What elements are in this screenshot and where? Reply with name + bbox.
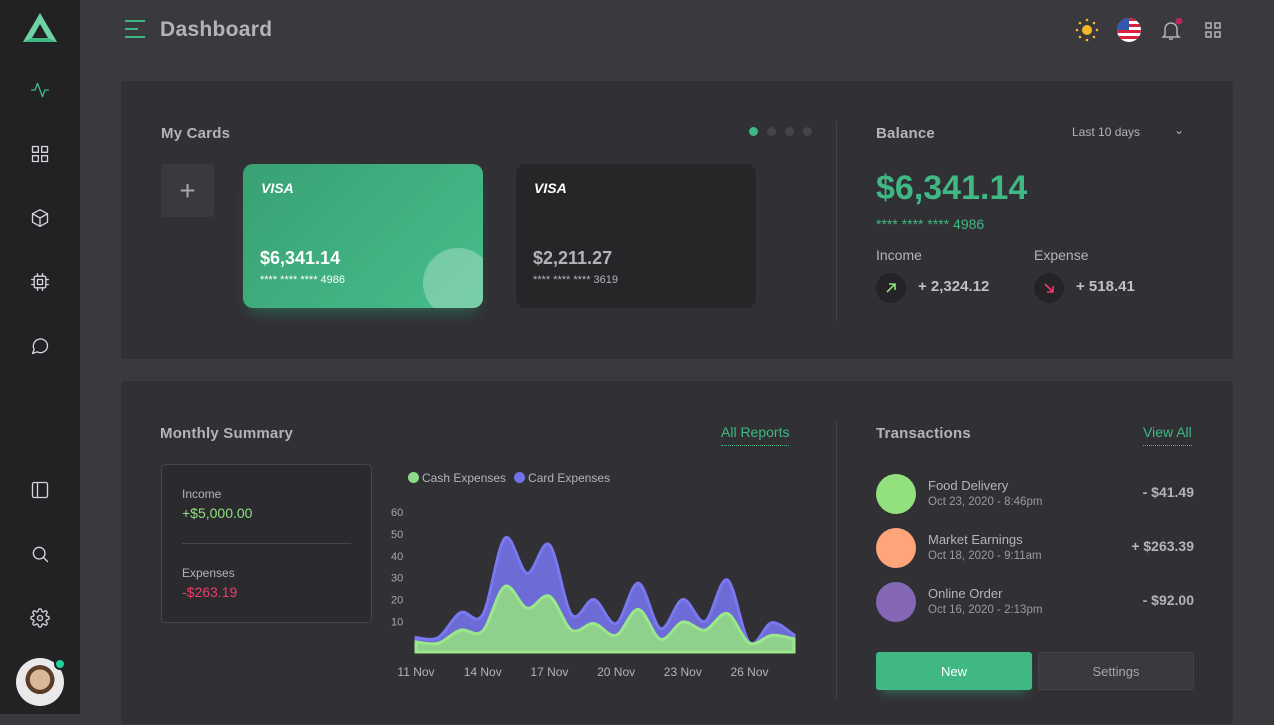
arrow-down-right-icon	[1034, 273, 1064, 303]
card-decoration	[423, 248, 483, 308]
summary-expenses-label: Expenses	[182, 566, 235, 580]
balance-title: Balance	[876, 125, 935, 142]
legend-cash[interactable]: Cash Expenses	[408, 471, 506, 485]
online-status-dot	[54, 658, 66, 670]
monthly-summary-title: Monthly Summary	[160, 425, 294, 442]
series-cash-area	[414, 584, 796, 654]
pager-dot[interactable]	[767, 127, 776, 136]
sun-icon[interactable]	[1075, 18, 1099, 42]
search-icon[interactable]	[28, 542, 52, 566]
bell-icon[interactable]	[1159, 18, 1183, 42]
legend-card[interactable]: Card Expenses	[514, 471, 610, 485]
x-tick-label: 11 Nov	[397, 665, 434, 679]
summary-income-label: Income	[182, 487, 222, 501]
expenses-chart: 10 20 30 40 50 60 11 Nov 14 Nov 17 Nov 20 Nov 23 N…	[391, 507, 796, 679]
chip-icon[interactable]	[28, 270, 52, 294]
transaction-icon	[876, 474, 916, 514]
sidebar	[0, 0, 80, 714]
y-tick-label: 40	[391, 551, 403, 563]
page-title: Dashboard	[160, 18, 273, 41]
range-value: Last 10 days	[1072, 125, 1141, 139]
y-tick-label: 60	[391, 507, 403, 519]
income-value: + 2,324.12	[918, 278, 990, 295]
x-tick-label: 14 Nov	[464, 665, 502, 679]
card-amount: $6,341.14	[260, 248, 341, 268]
menu-icon[interactable]	[124, 20, 146, 38]
cube-icon[interactable]	[28, 206, 52, 230]
x-tick-label: 23 Nov	[664, 665, 702, 679]
income-label: Income	[876, 247, 922, 263]
transaction-title: Food Delivery	[928, 478, 1009, 493]
sidebar-layout-icon[interactable]	[28, 478, 52, 502]
y-tick-label: 50	[391, 529, 403, 541]
gear-icon[interactable]	[28, 606, 52, 630]
activity-icon[interactable]	[28, 78, 52, 102]
y-tick-label: 10	[391, 616, 403, 628]
transaction-icon	[876, 582, 916, 622]
summary-expenses-value: -$263.19	[182, 584, 238, 600]
transaction-row[interactable]: Food Delivery Oct 23, 2020 - 8:46pm - $41.…	[876, 474, 1194, 514]
x-tick-label: 26 Nov	[731, 665, 769, 679]
card-amount: $2,211.27	[533, 248, 613, 268]
view-all-link[interactable]: View All	[1143, 424, 1192, 446]
card-pager[interactable]	[749, 127, 812, 136]
divider	[836, 421, 837, 699]
transaction-date: Oct 16, 2020 - 2:13pm	[928, 604, 1043, 616]
chevron-down-icon: ⌄	[1173, 123, 1184, 137]
x-tick-label: 17 Nov	[530, 665, 568, 679]
settings-button[interactable]: Settings	[1038, 652, 1194, 690]
transaction-amount: - $41.49	[1142, 484, 1194, 500]
card-visa-4986[interactable]: VISA $6,341.14 **** **** **** 4986	[243, 164, 483, 308]
card-visa-3619[interactable]: VISA $2,211.27 **** **** **** 3619	[516, 164, 756, 308]
y-tick-label: 20	[391, 595, 403, 607]
us-flag-icon[interactable]	[1117, 18, 1141, 42]
all-reports-link[interactable]: All Reports	[721, 424, 790, 446]
balance-amount: $6,341.14	[876, 169, 1028, 207]
apps-grid-icon[interactable]	[1201, 18, 1225, 42]
new-button[interactable]: New	[876, 652, 1032, 690]
chart-legend: Cash Expenses Card Expenses	[408, 471, 610, 485]
visa-logo: VISA	[261, 180, 294, 196]
arrow-up-right-icon	[876, 273, 906, 303]
avatar[interactable]	[16, 658, 66, 706]
cards-panel: My Cards + VISA $6,341.14 **** **** ****…	[120, 80, 1234, 360]
card-number: **** **** **** 3619	[533, 274, 619, 286]
expense-label: Expense	[1034, 247, 1089, 263]
summary-panel: Monthly Summary All Reports Income +$5,0…	[120, 380, 1234, 725]
expense-value: + 518.41	[1076, 278, 1135, 295]
summary-box: Income +$5,000.00 Expenses -$263.19	[161, 464, 372, 623]
my-cards-title: My Cards	[161, 125, 231, 142]
add-card-button[interactable]: +	[161, 164, 214, 217]
pager-dot[interactable]	[803, 127, 812, 136]
transaction-amount: - $92.00	[1142, 592, 1194, 608]
y-tick-label: 30	[391, 573, 403, 585]
pager-dot[interactable]	[749, 127, 758, 136]
transaction-icon	[876, 528, 916, 568]
grid-icon[interactable]	[28, 142, 52, 166]
visa-logo: VISA	[534, 180, 567, 196]
card-number: **** **** **** 4986	[260, 274, 346, 286]
range-dropdown[interactable]: Last 10 days ⌄	[1072, 123, 1184, 139]
pager-dot[interactable]	[785, 127, 794, 136]
chat-icon[interactable]	[28, 334, 52, 358]
transaction-title: Market Earnings	[928, 532, 1023, 547]
transaction-title: Online Order	[928, 586, 1003, 601]
transaction-row[interactable]: Market Earnings Oct 18, 2020 - 9:11am + $2…	[876, 528, 1194, 568]
balance-card-number: **** **** **** 4986	[876, 216, 985, 232]
transaction-amount: + $263.39	[1131, 538, 1194, 554]
logo-icon[interactable]	[22, 12, 58, 44]
transaction-date: Oct 18, 2020 - 9:11am	[928, 550, 1042, 562]
divider	[182, 543, 351, 544]
summary-income-value: +$5,000.00	[182, 505, 253, 521]
transaction-row[interactable]: Online Order Oct 16, 2020 - 2:13pm - $92.0…	[876, 582, 1194, 622]
x-tick-label: 20 Nov	[597, 665, 635, 679]
transactions-title: Transactions	[876, 425, 971, 442]
transaction-date: Oct 23, 2020 - 8:46pm	[928, 496, 1043, 508]
divider	[836, 121, 837, 321]
